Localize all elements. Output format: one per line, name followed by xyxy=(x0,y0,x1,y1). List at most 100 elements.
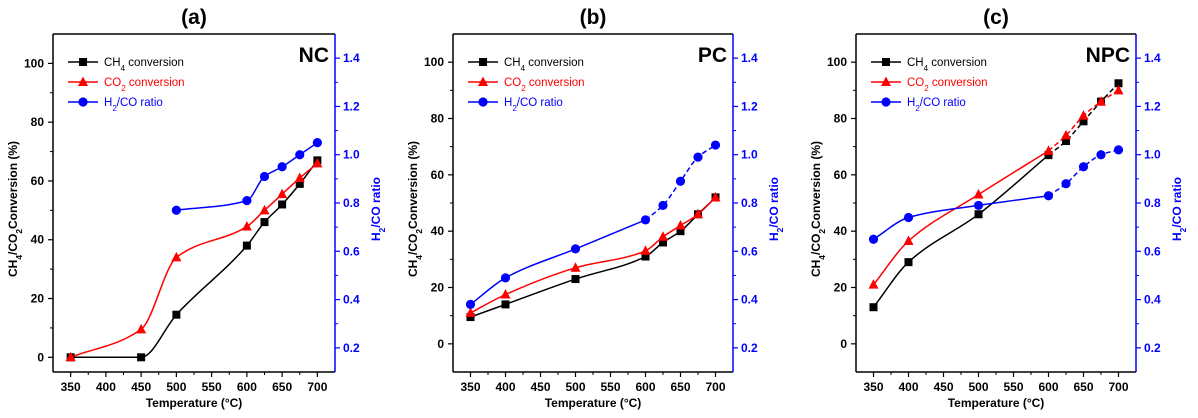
legend-marker xyxy=(78,76,88,86)
y2-tick-label: 0.2 xyxy=(343,341,360,355)
data-point xyxy=(1079,117,1088,126)
x-tick-label: 450 xyxy=(530,380,550,394)
x-axis-title: Temperature (°C) xyxy=(545,396,642,410)
data-point xyxy=(1096,150,1106,160)
data-point xyxy=(259,204,270,215)
data-point xyxy=(640,215,651,225)
series-co2 xyxy=(868,84,1124,289)
data-point xyxy=(1043,191,1054,201)
data-point xyxy=(294,172,305,183)
series-ch4 xyxy=(466,193,720,322)
legend: CH4 conversion CO2 conversion H2/CO ratio xyxy=(68,57,185,113)
y2-tick-label: 1.0 xyxy=(343,148,360,162)
y2-tick-label: 0.4 xyxy=(343,293,360,307)
panel-label: NPC xyxy=(1086,44,1130,67)
data-point xyxy=(295,179,304,188)
x-tick-label: 350 xyxy=(863,380,883,394)
x-tick-label: 400 xyxy=(898,380,918,394)
data-point xyxy=(260,218,269,227)
y-tick-label: 60 xyxy=(431,168,445,182)
data-point xyxy=(868,279,879,289)
y-tick-label: 20 xyxy=(431,281,445,295)
data-point xyxy=(259,171,270,182)
data-point xyxy=(693,152,703,162)
data-point xyxy=(137,353,146,362)
data-point xyxy=(500,289,511,299)
y-tick-label: 60 xyxy=(31,174,45,188)
y2-tick-label: 0.8 xyxy=(343,196,360,210)
y-tick-label: 0 xyxy=(840,337,847,351)
data-point xyxy=(869,303,878,312)
series-ch4 xyxy=(869,79,1123,312)
panel-label: PC xyxy=(698,44,727,67)
y2-tick-label: 1.4 xyxy=(741,51,758,65)
x-tick-label: 600 xyxy=(635,380,655,394)
series-co2 xyxy=(465,191,721,317)
x-tick-label: 450 xyxy=(933,380,953,394)
y-tick-label: 80 xyxy=(31,115,45,129)
x-tick-label: 700 xyxy=(307,380,327,394)
x-tick-label: 650 xyxy=(670,380,690,394)
panel-title: (a) xyxy=(181,6,207,29)
y2-tick-label: 0.2 xyxy=(1144,341,1161,355)
y2-tick-label: 0.8 xyxy=(1144,196,1161,210)
data-point xyxy=(640,245,651,255)
legend-marker xyxy=(881,97,891,107)
series-line xyxy=(70,159,318,359)
data-point xyxy=(466,313,475,322)
legend-marker xyxy=(882,58,890,66)
series-line xyxy=(470,196,717,318)
chart-panel-2: (b) 350 400 450 500 550 600 650 700 0 20 40 60 80 100 0… xyxy=(406,6,785,410)
data-point xyxy=(904,258,913,267)
panel-title: (c) xyxy=(983,6,1009,29)
data-point xyxy=(1113,145,1124,155)
data-point xyxy=(641,252,650,261)
x-tick-label: 350 xyxy=(61,380,81,394)
y2-tick-label: 1.0 xyxy=(1144,148,1161,162)
legend-marker xyxy=(479,58,487,66)
legend-label: CO2 conversion xyxy=(907,77,988,93)
data-point xyxy=(973,200,984,211)
data-point xyxy=(1078,162,1089,172)
legend-label: H2/CO ratio xyxy=(504,97,563,113)
data-point xyxy=(312,138,322,148)
data-point xyxy=(974,210,983,219)
series-h2co xyxy=(171,138,322,215)
data-point xyxy=(903,235,914,246)
x-axis-title: Temperature (°C) xyxy=(948,396,1045,410)
chart-panel-1: (a) 350 400 450 500 550 600 650 700 0 20 40 60 80 100 0… xyxy=(6,6,387,410)
legend-label: CO2 conversion xyxy=(504,77,585,93)
data-point xyxy=(1061,179,1071,189)
data-point xyxy=(1078,110,1089,120)
series-h2co xyxy=(868,145,1124,244)
data-point xyxy=(465,299,476,309)
y2-tick-label: 1.4 xyxy=(1144,51,1161,65)
data-point xyxy=(659,238,667,247)
y2-tick-label: 0.2 xyxy=(741,341,758,355)
y-tick-label: 0 xyxy=(37,350,44,364)
legend: CH4 conversion CO2 conversion H2/CO ratio xyxy=(468,57,585,113)
x-tick-label: 550 xyxy=(202,380,222,394)
data-point xyxy=(136,323,147,334)
y2-tick-label: 0.6 xyxy=(741,244,758,258)
legend-label: CH4 conversion xyxy=(104,57,184,73)
y-tick-label: 60 xyxy=(834,168,848,182)
y-tick-label: 80 xyxy=(834,112,848,126)
data-point xyxy=(571,275,580,284)
y2-tick-label: 1.4 xyxy=(343,51,360,65)
y2-tick-label: 1.2 xyxy=(1144,99,1161,113)
legend-label: CO2 conversion xyxy=(104,77,185,93)
legend: CH4 conversion CO2 conversion H2/CO ratio xyxy=(871,57,988,113)
data-point xyxy=(710,191,721,202)
y-tick-label: 0 xyxy=(437,337,444,351)
y2-tick-label: 0.8 xyxy=(741,196,758,210)
y2-tick-label: 0.6 xyxy=(1144,244,1161,258)
series-line xyxy=(872,154,1049,308)
x-tick-label: 400 xyxy=(96,380,116,394)
legend-marker xyxy=(478,97,488,107)
legend-marker xyxy=(478,76,488,86)
x-tick-label: 500 xyxy=(565,380,585,394)
data-point xyxy=(710,140,721,150)
